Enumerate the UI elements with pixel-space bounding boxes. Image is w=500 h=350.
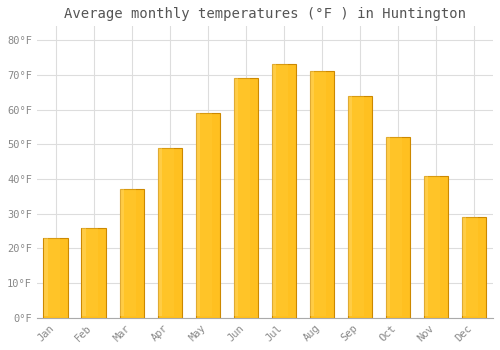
Bar xyxy=(234,78,258,318)
Bar xyxy=(123,189,136,316)
Bar xyxy=(44,238,68,318)
Bar xyxy=(424,176,448,318)
Bar xyxy=(386,137,390,316)
Bar xyxy=(85,228,98,316)
Bar xyxy=(348,96,352,316)
Bar xyxy=(466,217,478,316)
Bar xyxy=(352,96,364,316)
Bar xyxy=(310,71,334,318)
Bar xyxy=(234,78,237,316)
Bar xyxy=(120,189,144,318)
Bar xyxy=(314,71,326,316)
Bar xyxy=(348,96,372,318)
Bar xyxy=(386,137,410,318)
Bar xyxy=(82,228,106,318)
Bar xyxy=(199,113,211,316)
Bar xyxy=(47,238,60,316)
Bar xyxy=(196,113,220,318)
Bar xyxy=(390,137,402,316)
Title: Average monthly temperatures (°F ) in Huntington: Average monthly temperatures (°F ) in Hu… xyxy=(64,7,466,21)
Bar xyxy=(310,71,314,316)
Bar xyxy=(196,113,200,316)
Bar xyxy=(462,217,466,316)
Bar xyxy=(272,64,296,318)
Bar xyxy=(272,64,276,316)
Bar xyxy=(44,238,48,316)
Bar xyxy=(276,64,287,316)
Bar xyxy=(428,176,440,316)
Bar xyxy=(120,189,124,316)
Bar xyxy=(158,148,162,316)
Bar xyxy=(158,148,182,318)
Bar xyxy=(424,176,428,316)
Bar xyxy=(161,148,173,316)
Bar xyxy=(462,217,486,318)
Bar xyxy=(82,228,86,316)
Bar xyxy=(238,78,250,316)
